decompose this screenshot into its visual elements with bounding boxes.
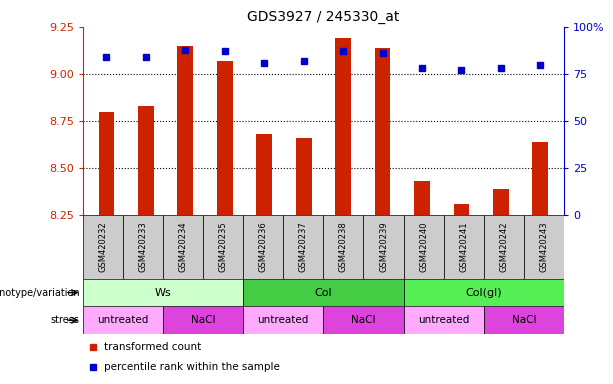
Bar: [403, 279, 564, 306]
Bar: [243, 279, 403, 306]
Text: GSM420235: GSM420235: [219, 222, 227, 272]
Bar: [364, 215, 403, 279]
Bar: [83, 215, 123, 279]
Bar: [295, 138, 311, 215]
Bar: [324, 215, 364, 279]
Text: NaCl: NaCl: [512, 315, 536, 325]
Bar: [533, 142, 548, 215]
Bar: [177, 46, 193, 215]
Text: NaCl: NaCl: [191, 315, 215, 325]
Title: GDS3927 / 245330_at: GDS3927 / 245330_at: [247, 10, 400, 25]
Bar: [99, 112, 114, 215]
Bar: [484, 306, 564, 334]
Bar: [163, 306, 243, 334]
Text: untreated: untreated: [257, 315, 309, 325]
Text: GSM420242: GSM420242: [500, 222, 508, 272]
Text: GSM420240: GSM420240: [419, 222, 428, 272]
Text: untreated: untreated: [97, 315, 148, 325]
Text: GSM420234: GSM420234: [178, 222, 188, 272]
Bar: [484, 215, 524, 279]
Text: GSM420233: GSM420233: [139, 222, 147, 273]
Text: GSM420238: GSM420238: [339, 222, 348, 273]
Text: GSM420236: GSM420236: [259, 222, 268, 273]
Bar: [203, 215, 243, 279]
Text: GSM420243: GSM420243: [539, 222, 549, 272]
Text: untreated: untreated: [418, 315, 470, 325]
Bar: [414, 182, 430, 215]
Text: stress: stress: [51, 315, 80, 325]
Bar: [256, 134, 272, 215]
Text: GSM420239: GSM420239: [379, 222, 388, 272]
Text: GSM420237: GSM420237: [299, 222, 308, 273]
Text: GSM420241: GSM420241: [459, 222, 468, 272]
Bar: [243, 215, 283, 279]
Text: NaCl: NaCl: [351, 315, 376, 325]
Bar: [83, 279, 243, 306]
Text: transformed count: transformed count: [104, 342, 201, 352]
Text: Col: Col: [314, 288, 332, 298]
Bar: [375, 48, 390, 215]
Text: GSM420232: GSM420232: [98, 222, 107, 272]
Bar: [403, 306, 484, 334]
Text: Col(gl): Col(gl): [465, 288, 502, 298]
Bar: [217, 61, 233, 215]
Bar: [243, 306, 324, 334]
Bar: [163, 215, 203, 279]
Bar: [403, 215, 444, 279]
Text: percentile rank within the sample: percentile rank within the sample: [104, 362, 280, 372]
Text: Ws: Ws: [154, 288, 171, 298]
Bar: [83, 306, 163, 334]
Bar: [444, 215, 484, 279]
Bar: [524, 215, 564, 279]
Bar: [454, 204, 470, 215]
Bar: [493, 189, 509, 215]
Text: genotype/variation: genotype/variation: [0, 288, 80, 298]
Bar: [335, 38, 351, 215]
Bar: [123, 215, 163, 279]
Bar: [283, 215, 324, 279]
Bar: [138, 106, 154, 215]
Bar: [324, 306, 403, 334]
